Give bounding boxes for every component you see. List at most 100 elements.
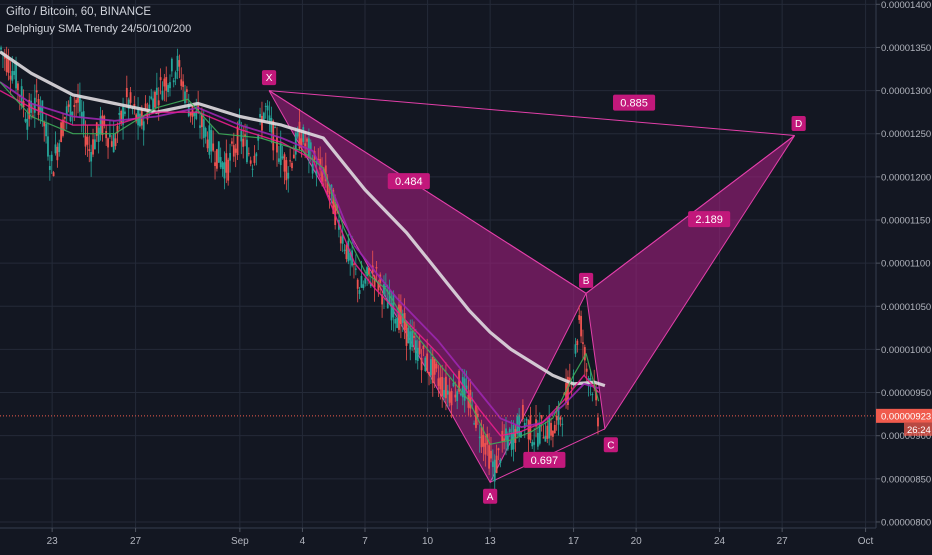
candle-body [508, 428, 511, 433]
countdown-label: 26:24 [907, 425, 931, 436]
candle-body [225, 153, 228, 173]
candle-body [392, 294, 395, 318]
candle-body [354, 268, 357, 270]
candle-body [484, 443, 487, 455]
candle-body [478, 436, 481, 439]
candle-body [189, 112, 192, 116]
candle-body [195, 110, 198, 119]
candle-body [90, 151, 93, 162]
ratio-label: 0.484 [387, 173, 430, 190]
candle-body [493, 459, 496, 482]
candle-body [150, 96, 153, 99]
candle-body [244, 134, 246, 138]
candle-body [65, 106, 68, 116]
candle-body [488, 445, 490, 469]
candle-body [302, 127, 305, 142]
candle-body [75, 99, 78, 104]
candle-body [324, 165, 327, 182]
candlesticks [0, 45, 599, 492]
candle-body [219, 157, 222, 168]
candle-body [576, 340, 579, 345]
candle-body [553, 424, 556, 434]
ratio-label-text: 0.885 [620, 98, 648, 110]
candle-body [276, 137, 278, 153]
candle-body [95, 122, 98, 136]
candle-body [45, 123, 47, 137]
current-price-badge [876, 408, 932, 423]
candle-body [161, 90, 164, 100]
candle-body [159, 77, 162, 81]
candle-body [167, 85, 170, 93]
candle-body [56, 146, 59, 161]
candle-body [227, 159, 230, 181]
candle-body [221, 162, 224, 170]
pattern-point-x: X [261, 70, 277, 86]
candle-body [520, 431, 522, 438]
time-tick-label: 13 [485, 536, 497, 547]
candle-body [116, 125, 119, 134]
candle-body [390, 303, 393, 321]
candle-body [17, 83, 19, 90]
candle-body [521, 404, 524, 419]
candle-body [555, 415, 558, 421]
candle-body [480, 427, 483, 448]
candle-body [37, 99, 40, 116]
candle-body [321, 170, 323, 182]
candle-body [307, 138, 310, 159]
candle-body [43, 121, 46, 127]
time-tick-label: 20 [631, 536, 643, 547]
candle-body [277, 158, 280, 162]
candle-body [561, 423, 564, 425]
candle-body [5, 54, 8, 73]
candle-body [0, 47, 2, 50]
candle-body [67, 104, 70, 107]
candle-body [50, 154, 53, 162]
candle-body [347, 240, 350, 262]
pattern-point-d-bg [791, 115, 806, 131]
ratio-label-text: 0.697 [531, 455, 559, 467]
candle-body [345, 244, 348, 260]
candle-body [550, 422, 552, 436]
candle-body [176, 55, 179, 72]
candle-body [214, 162, 216, 166]
candle-body [28, 99, 31, 119]
candle-body [413, 335, 415, 338]
candle-body [565, 383, 567, 403]
candle-body [169, 82, 171, 89]
candle-body [142, 121, 145, 131]
candle-body [585, 368, 588, 372]
candle-body [574, 344, 577, 354]
candle-body [375, 266, 378, 269]
candle-body [103, 116, 106, 126]
candle-body [407, 327, 410, 344]
candle-body [174, 72, 177, 79]
candle-body [441, 376, 444, 396]
candle-body [531, 441, 534, 447]
candle-body [180, 79, 183, 86]
price-tick-label: 0.00001150 [881, 216, 931, 227]
candle-body [163, 78, 166, 87]
countdown-badge [904, 422, 932, 436]
candle-body [26, 118, 29, 130]
time-tick-label: 17 [568, 536, 580, 547]
moving-average-line [0, 81, 599, 428]
candle-body [35, 90, 38, 93]
candle-body [291, 162, 293, 169]
price-tick-label: 0.00001100 [881, 259, 931, 270]
candle-body [311, 163, 314, 174]
candle-body [253, 155, 256, 163]
candle-body [403, 313, 406, 331]
candle-body [552, 430, 554, 437]
candle-body [39, 107, 42, 113]
candle-body [373, 276, 376, 288]
candle-body [475, 405, 477, 428]
candle-body [289, 160, 292, 162]
candle-body [292, 154, 295, 159]
candle-body [358, 290, 361, 294]
candle-body [533, 442, 536, 445]
time-tick-label: 7 [362, 536, 368, 547]
ratio-label-bg [613, 94, 656, 111]
candle-body [353, 263, 355, 265]
candle-body [422, 345, 425, 349]
